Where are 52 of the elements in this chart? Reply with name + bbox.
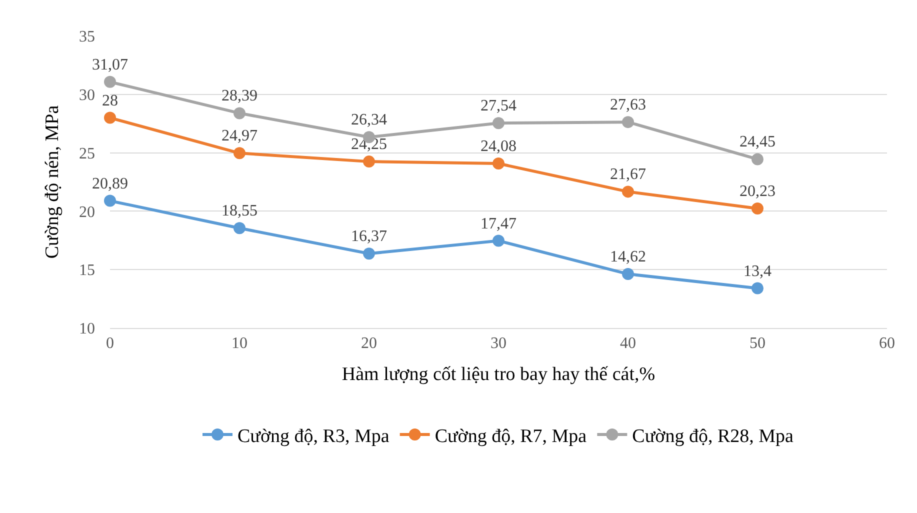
legend-label: Cường độ, R28, Mpa — [632, 426, 794, 447]
legend-label: Cường độ, R3, Mpa — [238, 426, 390, 447]
y-tick-label: 20 — [79, 204, 95, 221]
x-tick-label: 50 — [750, 335, 766, 352]
legend-label: Cường độ, R7, Mpa — [434, 426, 588, 447]
y-tick-label: 10 — [79, 320, 95, 338]
data-label: 24,45 — [740, 134, 776, 151]
y-tick-label: 30 — [79, 87, 95, 104]
point — [363, 156, 375, 168]
point — [492, 117, 504, 130]
point — [104, 76, 116, 88]
data-label: 21,67 — [610, 166, 646, 184]
point — [752, 153, 764, 166]
point — [492, 158, 504, 170]
data-label: 24,97 — [222, 128, 258, 145]
point — [622, 186, 634, 198]
data-label: 24,08 — [480, 138, 516, 156]
data-label: 13,4 — [744, 262, 772, 280]
data-label: 18,55 — [222, 202, 258, 220]
data-label: 27,63 — [610, 96, 646, 114]
point — [234, 222, 246, 234]
y-tick-label: 15 — [79, 262, 95, 280]
data-label: 26,34 — [351, 112, 387, 129]
x-tick-label: 10 — [232, 335, 248, 352]
data-label: 16,37 — [351, 228, 387, 246]
y-tick-label: 35 — [79, 28, 95, 46]
point — [104, 194, 116, 207]
point — [492, 234, 504, 247]
x-axis-title: Hàm lượng cốt liệu tro bay hay thế cát,% — [342, 364, 656, 385]
point — [622, 116, 634, 128]
x-tick-label: 20 — [361, 335, 377, 352]
data-label: 17,47 — [480, 215, 516, 232]
y-tick-label: 25 — [79, 145, 95, 162]
x-tick-label: 40 — [620, 335, 636, 352]
point — [752, 202, 764, 215]
point — [104, 112, 116, 124]
data-label: 27,54 — [480, 98, 516, 115]
x-tick-label: 30 — [490, 335, 506, 352]
data-label: 28,39 — [222, 88, 258, 105]
x-tick-label: 60 — [879, 335, 895, 352]
data-label: 20,89 — [92, 175, 128, 192]
data-label: 20,23 — [740, 183, 776, 200]
data-label: 31,07 — [92, 56, 128, 74]
y-axis-title: Cường độ nén, MPa — [42, 104, 63, 259]
point — [622, 268, 634, 280]
point — [752, 282, 764, 294]
data-label: 14,62 — [610, 248, 646, 266]
point — [363, 248, 375, 260]
data-label: 28 — [102, 92, 118, 110]
x-tick-label: 0 — [106, 335, 114, 352]
point — [234, 107, 246, 120]
point — [234, 147, 246, 160]
